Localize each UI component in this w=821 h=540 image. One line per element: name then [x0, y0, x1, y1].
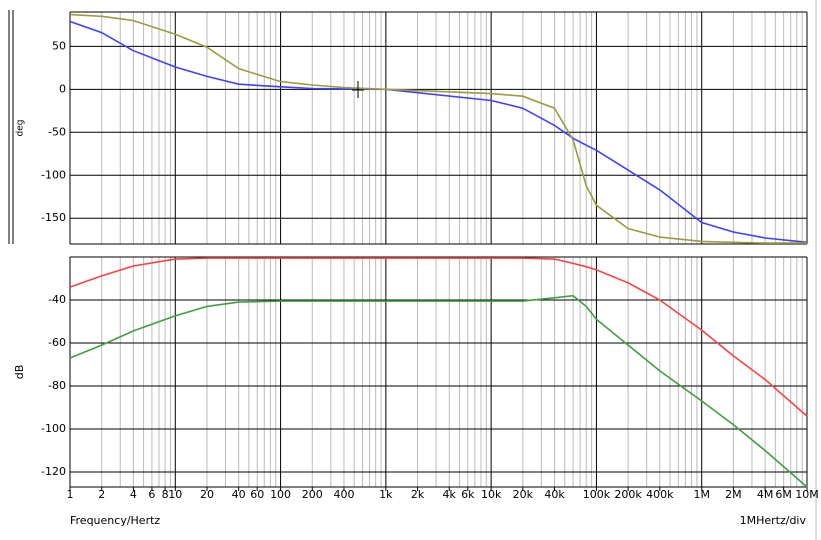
x-tick-label: 200k [614, 488, 642, 501]
y-tick-label: -60 [48, 336, 66, 349]
y-tick-label: -100 [41, 168, 66, 181]
x-tick-label: 40k [544, 488, 565, 501]
y-axis-label: dB [13, 365, 26, 380]
x-tick-label: 400k [646, 488, 674, 501]
x-tick-label: 200 [302, 488, 323, 501]
x-tick-label: 40 [232, 488, 246, 501]
x-tick-label: 6k [461, 488, 475, 501]
series-line [69, 13, 807, 244]
x-tick-label: 100 [270, 488, 291, 501]
x-tick-label: 1k [379, 488, 393, 501]
y-tick-label: -150 [41, 211, 66, 224]
x-tick-label: 1 [67, 488, 74, 501]
x-tick-label: 1M [693, 488, 710, 501]
y-tick-label: -120 [41, 465, 66, 478]
x-tick-label: 6 [148, 488, 155, 501]
series-line [69, 257, 808, 417]
x-tick-label: 10 [168, 488, 182, 501]
y-tick-label: -50 [48, 125, 66, 138]
y-tick-label: 50 [52, 39, 66, 52]
y-axis-label: deg [16, 120, 26, 137]
x-tick-label: 20 [200, 488, 214, 501]
series-line [69, 20, 808, 244]
x-tick-label: 8 [162, 488, 169, 501]
x-tick-label: 60 [250, 488, 264, 501]
y-tick-label: -80 [48, 379, 66, 392]
y-tick-label: 0 [59, 82, 66, 95]
x-tick-label: 6M [775, 488, 792, 501]
x-tick-label: 4 [130, 488, 137, 501]
series-line [69, 294, 808, 488]
x-tick-label: 10M [795, 488, 819, 501]
x-tick-label: 2M [725, 488, 742, 501]
x-tick-label: 400 [333, 488, 354, 501]
scale-note: 1MHertz/div [740, 514, 807, 527]
x-tick-label: 10k [481, 488, 502, 501]
x-tick-label: 20k [513, 488, 534, 501]
x-tick-label: 2 [98, 488, 105, 501]
x-axis-label: Frequency/Hertz [70, 514, 160, 527]
x-tick-label: 2k [411, 488, 425, 501]
y-tick-label: -100 [41, 422, 66, 435]
y-tick-label: -40 [48, 293, 66, 306]
x-tick-label: 100k [583, 488, 611, 501]
x-tick-label: 4M [757, 488, 774, 501]
x-tick-label: 4k [443, 488, 457, 501]
